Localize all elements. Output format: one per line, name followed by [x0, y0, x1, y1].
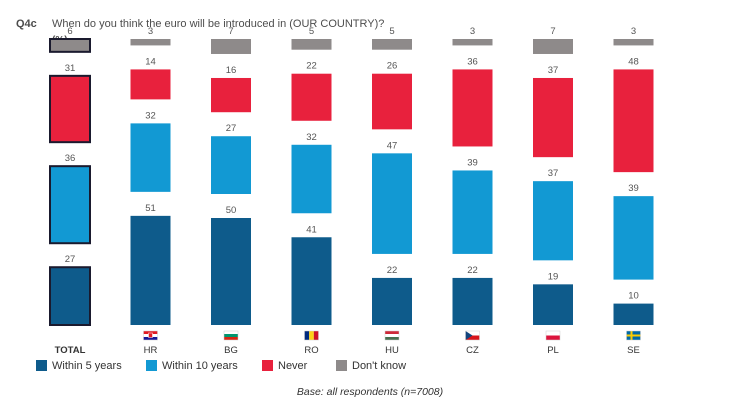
value-labels-layer: 27 36 31 6 51 32 14 3 50 27 16 7 41 32 22 5 22 47 26 5 22 39 3…	[65, 26, 639, 302]
flag-sweden-icon	[626, 330, 641, 341]
legend-swatch-dont-know	[336, 360, 347, 371]
bar-se-within-5-years	[613, 303, 654, 325]
value-label-ro-within-5-years: 41	[306, 224, 317, 235]
bar-pl-within-10-years	[533, 181, 573, 261]
base-note: Base: all respondents (n=7008)	[297, 386, 443, 398]
bar-bg-within-5-years	[211, 218, 251, 325]
bar-bg-never	[211, 77, 251, 113]
legend-label-dont-know: Don't know	[352, 360, 406, 372]
value-label-hu-never: 26	[387, 61, 398, 72]
bar-ro-dont-know	[291, 39, 332, 50]
value-label-bg-dont-know: 7	[228, 26, 233, 37]
value-label-cz-dont-know: 3	[470, 26, 475, 37]
value-label-se-dont-know: 3	[631, 26, 636, 37]
value-label-pl-within-10-years: 37	[548, 168, 559, 179]
value-label-total-dont-know: 6	[67, 26, 72, 37]
bar-hr-never	[130, 69, 171, 100]
legend-label-within-10-years: Within 10 years	[162, 360, 238, 372]
category-label-total: TOTAL	[55, 345, 86, 356]
value-label-se-within-5-years: 10	[628, 291, 639, 302]
category-label-bg: BG	[224, 345, 238, 356]
legend-item-within-10-years: Within 10 years	[146, 360, 238, 372]
value-label-pl-within-5-years: 19	[548, 271, 559, 282]
category-label-hr: HR	[144, 345, 158, 356]
bar-cz-within-10-years	[452, 170, 493, 254]
category-label-hu: HU	[385, 345, 399, 356]
bar-ro-within-10-years	[291, 144, 332, 214]
legend-swatch-within-10-years	[146, 360, 157, 371]
category-labels-layer: TOTAL HR BG RO HU CZ PL SE	[55, 330, 641, 356]
bar-bg-within-10-years	[211, 136, 251, 194]
category-label-pl: PL	[547, 345, 559, 356]
value-label-hu-within-5-years: 22	[387, 265, 398, 276]
bar-total-within-5-years	[49, 266, 91, 326]
value-label-bg-never: 16	[226, 65, 237, 76]
bar-se-within-10-years	[613, 196, 654, 280]
bar-hu-dont-know	[372, 39, 412, 50]
bar-hr-dont-know	[130, 39, 171, 46]
bar-cz-never	[452, 69, 493, 147]
category-label-se: SE	[627, 345, 640, 356]
bar-cz-dont-know	[452, 39, 493, 46]
value-label-hu-dont-know: 5	[389, 26, 394, 37]
value-label-hr-within-10-years: 32	[145, 110, 156, 121]
value-label-se-within-10-years: 39	[628, 183, 639, 194]
legend: Within 5 years Within 10 years Never Don't …	[36, 360, 406, 372]
legend-label-within-5-years: Within 5 years	[52, 360, 122, 372]
value-label-bg-within-5-years: 50	[226, 205, 237, 216]
value-label-total-within-10-years: 36	[65, 153, 76, 164]
category-label-cz: CZ	[466, 345, 479, 356]
value-label-hr-dont-know: 3	[148, 26, 153, 37]
value-label-hu-within-10-years: 47	[387, 140, 398, 151]
bar-se-never	[613, 69, 654, 173]
value-label-bg-within-10-years: 27	[226, 123, 237, 134]
bar-hr-within-10-years	[130, 123, 171, 192]
legend-item-dont-know: Don't know	[336, 360, 406, 372]
question-text: When do you think the euro will be intro…	[52, 18, 384, 30]
bar-ro-within-5-years	[291, 237, 332, 325]
legend-label-never: Never	[278, 360, 308, 372]
bar-ro-never	[291, 73, 332, 121]
bar-cz-within-5-years	[452, 277, 493, 325]
bar-hu-never	[372, 73, 412, 130]
bar-hu-within-5-years	[372, 277, 412, 325]
value-label-ro-never: 22	[306, 61, 317, 72]
value-label-total-within-5-years: 27	[65, 254, 76, 265]
value-label-cz-never: 36	[467, 56, 478, 67]
question-code: Q4c	[16, 18, 37, 30]
flag-croatia-icon	[143, 330, 158, 341]
bar-se-dont-know	[613, 39, 654, 46]
value-label-cz-within-10-years: 39	[467, 157, 478, 168]
flag-czechia-icon	[465, 330, 480, 341]
legend-swatch-never	[262, 360, 273, 371]
value-label-pl-never: 37	[548, 65, 559, 76]
value-label-hr-within-5-years: 51	[145, 203, 156, 214]
legend-swatch-within-5-years	[36, 360, 47, 371]
bar-pl-dont-know	[533, 39, 573, 54]
category-label-ro: RO	[304, 345, 318, 356]
flag-hungary-icon	[384, 330, 400, 341]
bar-pl-never	[533, 77, 573, 158]
legend-item-never: Never	[262, 360, 308, 372]
bar-total-never	[49, 74, 91, 144]
bar-hr-within-5-years	[130, 215, 171, 325]
flag-romania-icon	[304, 330, 319, 341]
bar-total-within-10-years	[49, 165, 91, 245]
bar-hu-within-10-years	[372, 153, 412, 254]
value-label-se-never: 48	[628, 56, 639, 67]
flag-poland-icon	[545, 330, 561, 341]
flag-bulgaria-icon	[223, 330, 239, 341]
bar-pl-within-5-years	[533, 284, 573, 325]
value-label-pl-dont-know: 7	[550, 26, 555, 37]
value-label-ro-dont-know: 5	[309, 26, 314, 37]
value-label-cz-within-5-years: 22	[467, 265, 478, 276]
value-label-ro-within-10-years: 32	[306, 132, 317, 143]
value-label-total-never: 31	[65, 63, 76, 74]
value-label-hr-never: 14	[145, 56, 156, 67]
bar-total-dont-know	[49, 38, 91, 53]
bar-bg-dont-know	[211, 39, 251, 54]
legend-item-within-5-years: Within 5 years	[36, 360, 122, 372]
bars-layer	[49, 38, 654, 326]
